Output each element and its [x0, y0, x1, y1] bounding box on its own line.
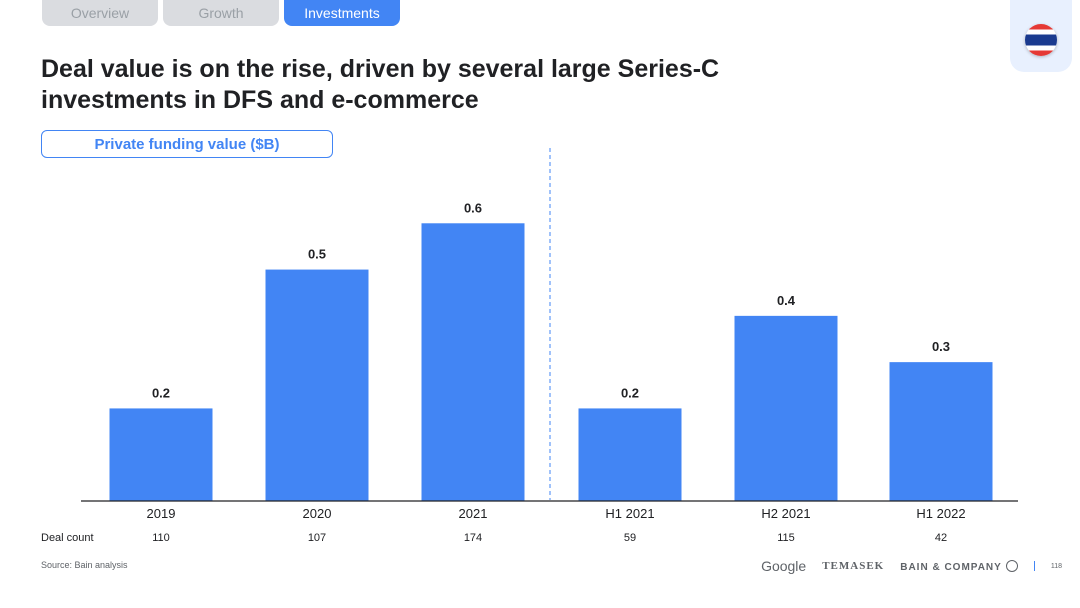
chart-label-pill: Private funding value ($B): [41, 130, 333, 158]
source-note: Source: Bain analysis: [41, 560, 128, 570]
bar-2021: [421, 223, 525, 502]
x-tick-label: 2021: [459, 506, 488, 521]
tab-bar: Overview Growth Investments: [42, 0, 400, 26]
deal-count-value: 107: [308, 532, 326, 544]
google-logo: Google: [761, 558, 807, 574]
deal-count-value: 115: [777, 532, 795, 544]
x-tick-label: 2020: [303, 506, 332, 521]
bar-value-label: 0.4: [777, 293, 796, 308]
bar-value-label: 0.6: [464, 200, 482, 215]
thailand-flag-icon: [1025, 24, 1057, 56]
tab-growth[interactable]: Growth: [163, 0, 279, 26]
bar-2019: [109, 408, 213, 501]
bar-h1-2021: [578, 408, 682, 501]
deal-count-value: 59: [624, 532, 636, 544]
bar-h1-2022: [889, 362, 993, 501]
deal-count-value: 110: [152, 532, 170, 544]
bar-value-label: 0.5: [308, 247, 326, 262]
bain-logo: BAIN & COMPANY: [900, 559, 1018, 573]
x-tick-label: H2 2021: [761, 506, 810, 521]
country-flag-panel: [1010, 0, 1072, 72]
bain-mark-icon: [1005, 559, 1018, 572]
deal-count-value: 42: [935, 532, 947, 544]
x-tick-label: 2019: [147, 506, 176, 521]
page-title: Deal value is on the rise, driven by sev…: [41, 55, 720, 114]
x-tick-label: H1 2021: [605, 506, 654, 521]
bar-value-label: 0.2: [621, 385, 639, 400]
tab-overview[interactable]: Overview: [42, 0, 158, 26]
x-tick-label: H1 2022: [916, 506, 965, 521]
tab-investments[interactable]: Investments: [284, 0, 400, 26]
bar-h2-2021: [734, 315, 838, 501]
footer-logos: Google TEMASEK BAIN & COMPANY 118: [761, 558, 1062, 574]
page-number: 118: [1050, 562, 1062, 570]
temasek-logo: TEMASEK: [822, 560, 885, 572]
bar-2020: [265, 269, 369, 501]
bain-logo-text: BAIN & COMPANY: [900, 561, 1002, 573]
bar-value-label: 0.2: [152, 385, 170, 400]
deal-count-row-label: Deal count: [41, 532, 94, 544]
footer-separator: [1033, 561, 1035, 571]
deal-count-value: 174: [464, 532, 482, 544]
bar-value-label: 0.3: [932, 339, 950, 354]
